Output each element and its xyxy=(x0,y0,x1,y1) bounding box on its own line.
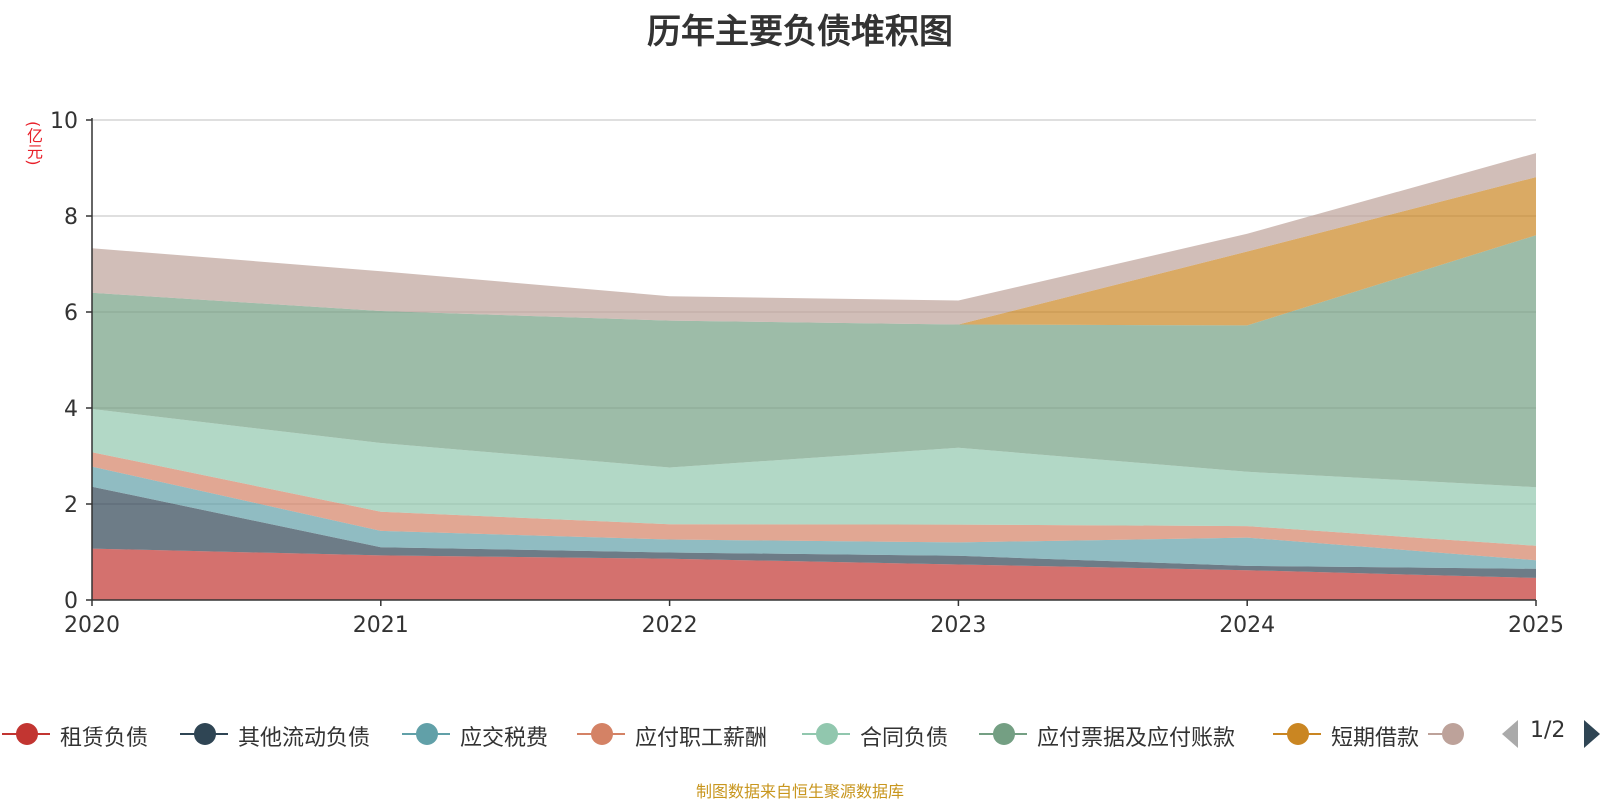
legend-item-7-clipped[interactable]: 其他 xyxy=(1428,723,1480,745)
legend-label: 应付票据及应付账款 xyxy=(1037,726,1236,751)
legend-label: 合同负债 xyxy=(860,726,949,751)
legend-marker-icon xyxy=(1287,723,1309,745)
area-series-1 xyxy=(92,486,1536,578)
legend-label: 租赁负债 xyxy=(60,726,149,751)
y-tick-label: 0 xyxy=(64,589,78,614)
legend-marker-icon xyxy=(16,723,38,745)
area-series-7 xyxy=(92,153,1536,325)
stacked-areas xyxy=(92,153,1536,600)
y-tick-label: 2 xyxy=(64,493,78,518)
y-tick-label: 4 xyxy=(64,397,78,422)
legend-prev-page-icon[interactable] xyxy=(1500,719,1520,749)
x-tick-label: 2024 xyxy=(1219,613,1275,638)
x-tick-label: 2020 xyxy=(64,613,120,638)
y-axis-unit-label: (亿元) xyxy=(24,121,43,166)
area-series-4 xyxy=(92,409,1536,546)
y-tick-label: 10 xyxy=(50,109,78,134)
area-series-2 xyxy=(92,466,1536,569)
legend-label: 短期借款 xyxy=(1331,726,1420,751)
x-tick-label: 2022 xyxy=(642,613,698,638)
area-series-6 xyxy=(92,177,1536,326)
legend-next-page-icon[interactable] xyxy=(1582,719,1600,749)
x-tick-label: 2025 xyxy=(1508,613,1564,638)
legend-page-indicator: 1/2 xyxy=(1530,718,1566,743)
legend-label: 应付职工薪酬 xyxy=(635,726,768,751)
legend-marker-icon xyxy=(194,723,216,745)
source-note: 制图数据来自恒生聚源数据库 xyxy=(695,782,904,801)
legend-marker-icon xyxy=(416,723,438,745)
legend-marker-icon xyxy=(816,723,838,745)
legend: 租赁负债 其他流动负债 应交税费 应付职工薪酬 合同负债 应付票据及应付账款 短期借款其他 xyxy=(0,714,1600,754)
legend-marker-icon xyxy=(993,723,1015,745)
area-series-3 xyxy=(92,452,1536,561)
x-tick-label: 2023 xyxy=(930,613,986,638)
area-series-0 xyxy=(92,548,1536,600)
x-tick-label: 2021 xyxy=(353,613,409,638)
legend-label: 应交税费 xyxy=(460,726,549,751)
axes: 0 2 4 6 8 10 2020 2021 2022 2023 2024 2025 xyxy=(50,109,1564,638)
legend-line xyxy=(1428,733,1442,735)
y-tick-label: 8 xyxy=(64,205,78,230)
chart-plot: 0 2 4 6 8 10 2020 2021 2022 2023 2024 2025 xyxy=(50,109,1564,638)
chart-title: 历年主要负债堆积图 xyxy=(647,12,953,52)
y-tick-label: 6 xyxy=(64,301,78,326)
legend-marker-icon xyxy=(591,723,613,745)
area-series-5 xyxy=(92,235,1536,488)
legend-label: 其他流动负债 xyxy=(238,726,371,751)
legend-marker-icon xyxy=(1442,723,1464,745)
